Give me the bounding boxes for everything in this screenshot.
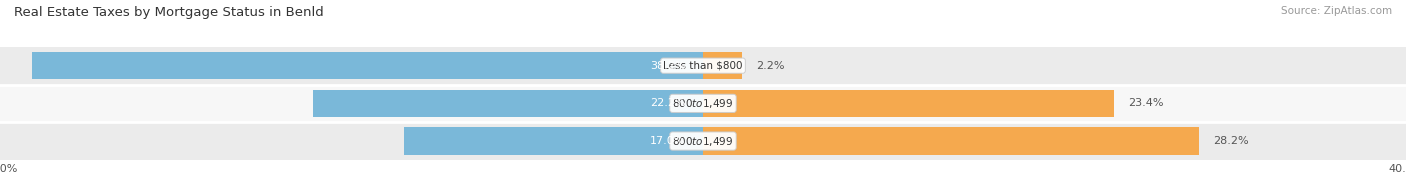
Bar <box>703 90 1114 117</box>
Bar <box>0 47 1406 84</box>
Text: Source: ZipAtlas.com: Source: ZipAtlas.com <box>1281 6 1392 16</box>
Text: $800 to $1,499: $800 to $1,499 <box>672 135 734 148</box>
Text: 28.2%: 28.2% <box>1212 136 1249 146</box>
Bar <box>0 84 1406 122</box>
Bar <box>405 128 703 155</box>
Text: 22.2%: 22.2% <box>650 98 686 108</box>
Text: $800 to $1,499: $800 to $1,499 <box>672 97 734 110</box>
Bar <box>314 90 703 117</box>
Text: 2.2%: 2.2% <box>756 61 785 71</box>
Bar <box>0 122 1406 160</box>
Text: 38.2%: 38.2% <box>650 61 686 71</box>
Bar <box>703 52 742 79</box>
Bar <box>31 52 703 79</box>
Text: Less than $800: Less than $800 <box>664 61 742 71</box>
Text: 17.0%: 17.0% <box>650 136 686 146</box>
Bar <box>703 128 1198 155</box>
Text: 23.4%: 23.4% <box>1129 98 1164 108</box>
Text: Real Estate Taxes by Mortgage Status in Benld: Real Estate Taxes by Mortgage Status in … <box>14 6 323 19</box>
